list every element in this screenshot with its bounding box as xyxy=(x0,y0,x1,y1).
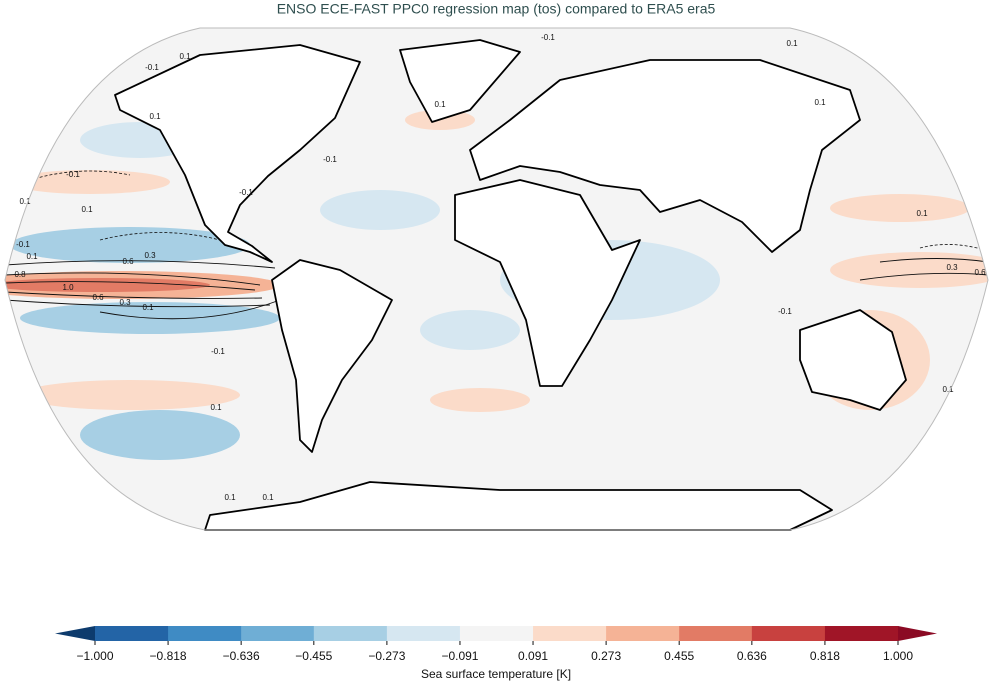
contour-label: -0.1 xyxy=(16,240,30,249)
contour-label: 0.1 xyxy=(434,100,446,109)
contour-label: 0.1 xyxy=(262,493,274,502)
colorbar-bin xyxy=(95,626,169,641)
contour-label: 0.1 xyxy=(179,52,191,61)
colorbar-tick-label: −0.273 xyxy=(368,649,405,663)
colorbar-bin xyxy=(386,626,461,641)
colorbar-tick-label: 0.091 xyxy=(518,649,548,663)
colorbar-tick-label: −0.455 xyxy=(295,649,332,663)
contour-label: -0.1 xyxy=(145,63,159,72)
colorbar-tick-label: −1.000 xyxy=(76,649,113,663)
contour-label: 0.1 xyxy=(142,303,154,312)
contour-label: 1.0 xyxy=(62,283,74,292)
colorbar-extend-high xyxy=(898,626,937,641)
contour-label: 0.1 xyxy=(19,197,31,206)
contour-label: 0.6 xyxy=(974,268,986,277)
colorbar-bin xyxy=(241,626,315,641)
contour-label: 0.1 xyxy=(942,385,954,394)
contour-label: -0.1 xyxy=(66,170,80,179)
contour-label: 0.1 xyxy=(814,98,826,107)
colorbar-bin xyxy=(824,626,899,641)
contour-label: -0.1 xyxy=(211,347,225,356)
map: 0.1 -0.1 0.1 0.1 -0.1 0.1 0.6 0.3 0.8 1.0 0.6 0.3 0.… xyxy=(4,27,989,531)
contour-label: -0.1 xyxy=(323,155,337,164)
colorbar-tick-label: −0.636 xyxy=(223,649,260,663)
colorbar-tick-label: 0.818 xyxy=(810,649,840,663)
colorbar-bin xyxy=(533,626,607,641)
contour-label: 0.8 xyxy=(14,270,26,279)
colorbar-tick-label: 0.455 xyxy=(664,649,694,663)
contour-label: -0.1 xyxy=(541,33,555,42)
contour-label: 0.1 xyxy=(786,39,798,48)
contour-label: -0.1 xyxy=(239,188,253,197)
contour-label: 0.1 xyxy=(224,493,236,502)
colorbar-tick-label: 1.000 xyxy=(883,649,913,663)
colorbar-bin xyxy=(459,626,534,641)
contour-label: 0.1 xyxy=(149,112,161,121)
contour-label: 0.6 xyxy=(92,293,104,302)
continents xyxy=(114,39,907,531)
colorbar: −1.000 −0.818 −0.636 −0.455 −0.273 −0.091 0.09… xyxy=(55,626,937,663)
contour-label: 0.1 xyxy=(26,252,38,261)
colorbar-extend-low xyxy=(55,626,95,641)
colorbar-tick-label: −0.818 xyxy=(150,649,187,663)
colorbar-bin xyxy=(679,626,753,641)
contour-labels: 0.1 -0.1 0.1 0.1 -0.1 0.1 0.6 0.3 0.8 1.0 0.6 0.3 0.… xyxy=(14,33,986,502)
colorbar-bin xyxy=(606,626,680,641)
colorbar-bin xyxy=(313,626,388,641)
map-outline xyxy=(4,27,989,531)
map-title: ENSO ECE-FAST PPC0 regression map (tos) … xyxy=(277,1,716,17)
contour-label: 0.1 xyxy=(916,209,928,218)
contour-label: -0.1 xyxy=(778,307,792,316)
colorbar-tick-label: 0.273 xyxy=(591,649,621,663)
contour-label: 0.3 xyxy=(946,263,958,272)
contour-label: 0.1 xyxy=(210,403,222,412)
colorbar-bin xyxy=(168,626,242,641)
contour-label: 0.1 xyxy=(81,205,93,214)
contour-label: 0.6 xyxy=(122,257,134,266)
contour-label: 0.3 xyxy=(144,251,156,260)
colorbar-bin xyxy=(751,626,826,641)
contour-label: 0.3 xyxy=(119,298,131,307)
colorbar-tick-label: −0.091 xyxy=(441,649,478,663)
colorbar-tick-label: 0.636 xyxy=(737,649,767,663)
colorbar-label: Sea surface temperature [K] xyxy=(421,667,571,681)
